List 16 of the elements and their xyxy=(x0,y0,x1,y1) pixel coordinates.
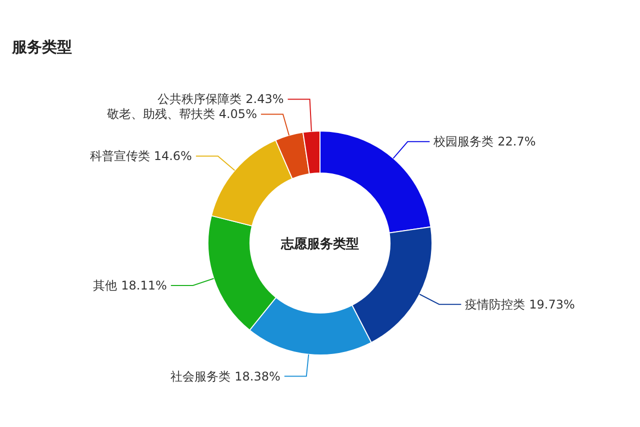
data-label: 18.38% xyxy=(234,369,280,384)
text: 志愿服务类型 xyxy=(280,236,359,252)
slice-label: 敬老、助残、帮扶类 xyxy=(106,107,215,122)
data-label: 4.05% xyxy=(218,107,257,122)
slice-label: 科普宣传类 xyxy=(90,149,150,164)
slice-label: 疫情防控类 xyxy=(465,297,526,312)
data-label: 19.73% xyxy=(529,297,575,312)
data-label: 2.43% xyxy=(246,92,284,106)
data-label: 22.7% xyxy=(498,134,536,149)
slice-label: 其他 xyxy=(93,278,118,292)
slice-label: 社会服务类 xyxy=(170,369,231,384)
chart-title: 服务类型 xyxy=(11,38,72,56)
data-label: 14.6% xyxy=(154,149,192,164)
slice-label: 校园服务类 xyxy=(432,134,494,149)
slice-label: 公共秩序保障类 xyxy=(158,92,242,106)
data-label: 18.11% xyxy=(121,278,167,292)
